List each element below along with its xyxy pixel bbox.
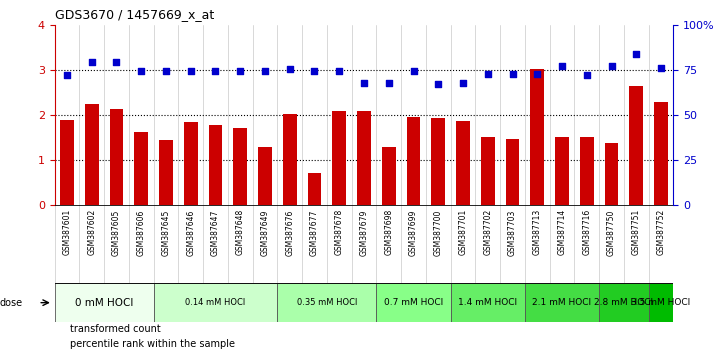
Text: GSM387713: GSM387713 (533, 209, 542, 256)
Point (655, 65, 667, 70)
Point (606, 63, 617, 69)
Bar (525, 283, 599, 322)
Text: GSM387703: GSM387703 (508, 209, 517, 256)
Point (507, 72, 518, 77)
Bar (85, 104, 98, 205)
Bar (605, 143, 618, 205)
Point (383, 81, 395, 86)
Text: GSM387602: GSM387602 (87, 209, 96, 256)
Bar (580, 137, 593, 205)
Bar (55, 283, 154, 322)
Text: transformed count: transformed count (70, 324, 161, 333)
Text: GSM387676: GSM387676 (285, 209, 294, 256)
Point (457, 80, 469, 85)
Text: 2.1 mM HOCl: 2.1 mM HOCl (532, 298, 592, 307)
Bar (531, 69, 544, 205)
Bar (110, 109, 123, 205)
Text: 0.7 mM HOCl: 0.7 mM HOCl (384, 298, 443, 307)
Bar (481, 137, 494, 205)
Point (210, 68, 221, 74)
Point (234, 68, 246, 74)
Text: 1.4 mM HOCl: 1.4 mM HOCl (458, 298, 518, 307)
Bar (599, 283, 649, 322)
Bar (159, 140, 173, 205)
Text: GSM387601: GSM387601 (63, 209, 71, 256)
Point (135, 68, 147, 74)
Text: 2.8 mM HOCl: 2.8 mM HOCl (594, 298, 654, 307)
Bar (283, 114, 296, 205)
Text: GSM387649: GSM387649 (261, 209, 269, 256)
Point (111, 59, 122, 65)
Bar (357, 112, 371, 205)
Text: GSM387699: GSM387699 (409, 209, 418, 256)
Point (630, 51, 642, 57)
Point (185, 68, 197, 74)
Text: GDS3670 / 1457669_x_at: GDS3670 / 1457669_x_at (55, 8, 214, 21)
Point (309, 68, 320, 74)
Bar (407, 117, 420, 205)
Bar (456, 121, 470, 205)
Text: GSM387700: GSM387700 (434, 209, 443, 256)
Bar (382, 147, 395, 205)
Point (284, 66, 296, 72)
Text: GSM387701: GSM387701 (459, 209, 467, 256)
Bar (135, 132, 148, 205)
Text: GSM387679: GSM387679 (360, 209, 368, 256)
Point (358, 80, 370, 85)
Text: 0.35 mM HOCl: 0.35 mM HOCl (297, 298, 357, 307)
Point (61, 73, 73, 78)
Text: GSM387702: GSM387702 (483, 209, 492, 256)
Text: percentile rank within the sample: percentile rank within the sample (70, 339, 235, 349)
Text: GSM387716: GSM387716 (582, 209, 591, 256)
Bar (649, 283, 673, 322)
Point (531, 72, 543, 77)
Bar (154, 283, 277, 322)
Text: GSM387605: GSM387605 (112, 209, 121, 256)
Text: 3.5 mM HOCl: 3.5 mM HOCl (631, 298, 691, 307)
Bar (184, 122, 197, 205)
Bar (333, 112, 346, 205)
Bar (432, 118, 445, 205)
Point (333, 68, 345, 74)
Point (581, 73, 593, 78)
Bar (451, 283, 525, 322)
Text: GSM387750: GSM387750 (607, 209, 616, 256)
Point (556, 63, 568, 69)
Point (482, 72, 494, 77)
Text: 0.14 mM HOCl: 0.14 mM HOCl (186, 298, 245, 307)
Text: GSM387606: GSM387606 (137, 209, 146, 256)
Text: dose: dose (0, 298, 23, 308)
Point (160, 68, 172, 74)
Text: GSM387647: GSM387647 (211, 209, 220, 256)
Point (86, 59, 98, 65)
Point (408, 68, 419, 74)
Bar (630, 86, 643, 205)
Text: GSM387752: GSM387752 (657, 209, 665, 256)
Bar (209, 125, 222, 205)
Text: GSM387648: GSM387648 (236, 209, 245, 256)
Bar (555, 137, 569, 205)
Bar (376, 283, 451, 322)
Point (259, 68, 271, 74)
Bar (60, 120, 74, 205)
Bar (277, 283, 376, 322)
Text: GSM387678: GSM387678 (335, 209, 344, 256)
Bar (258, 147, 272, 205)
Point (432, 81, 444, 87)
Text: GSM387698: GSM387698 (384, 209, 393, 256)
Text: GSM387645: GSM387645 (162, 209, 170, 256)
Bar (234, 128, 247, 205)
Bar (308, 173, 321, 205)
Text: GSM387714: GSM387714 (558, 209, 566, 256)
Text: GSM387751: GSM387751 (632, 209, 641, 256)
Text: 0 mM HOCl: 0 mM HOCl (75, 298, 133, 308)
Bar (654, 102, 668, 205)
Text: GSM387677: GSM387677 (310, 209, 319, 256)
Bar (506, 139, 519, 205)
Text: GSM387646: GSM387646 (186, 209, 195, 256)
